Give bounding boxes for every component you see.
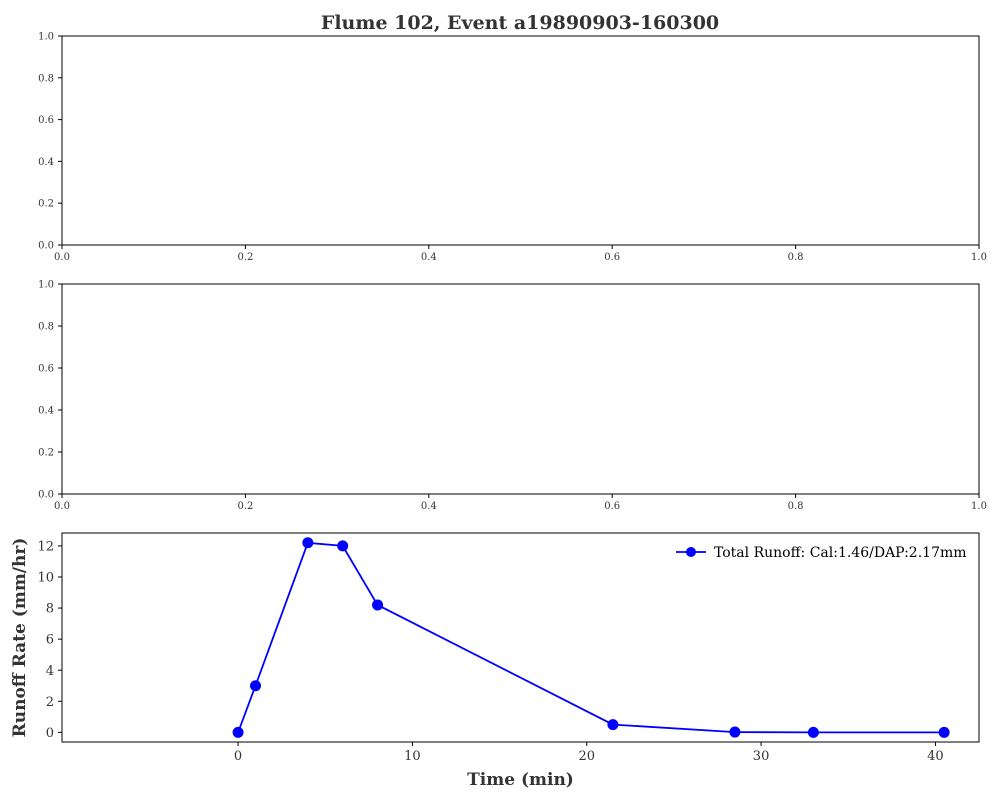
y-tick-label: 0.6 [38, 115, 54, 126]
x-tick-label: 0.4 [421, 501, 437, 512]
legend-marker [686, 547, 696, 557]
y-tick-label: 0.0 [38, 490, 54, 501]
data-point [250, 680, 262, 692]
chart-3: 0 10 20 30 40 0 2 4 6 8 10 12 Time (min) Runoff Rate … [10, 532, 980, 790]
plot-frame [61, 283, 980, 495]
data-point [729, 726, 741, 738]
data-point [337, 540, 349, 552]
x-tick-label: 10 [404, 749, 421, 764]
data-point [232, 726, 244, 738]
y-tick-label: 0.4 [38, 406, 54, 417]
x-tick-label: 0.2 [237, 501, 253, 512]
figure-title: Flume 102, Event a19890903-160300 [321, 12, 719, 34]
data-point [938, 726, 950, 738]
y-tick-label: 8 [46, 602, 54, 617]
chart-2: 0.0 0.2 0.4 0.6 0.8 1.0 0.0 0.2 0.4 0.6 0.8 1.0 [38, 280, 987, 513]
legend-label: Total Runoff: Cal:1.46/DAP:2.17mm [714, 545, 967, 561]
y-tick-label: 0.2 [38, 199, 54, 210]
x-axis-title: Time (min) [467, 770, 574, 790]
y-tick-label: 2 [46, 695, 54, 710]
y-tick-label: 0 [46, 726, 54, 741]
x-tick-label: 0.6 [604, 252, 620, 263]
y-tick-label: 1.0 [38, 280, 54, 291]
x-tick-label: 0 [234, 749, 242, 764]
y-tick-label: 10 [37, 571, 54, 586]
chart-1: 0.0 0.2 0.4 0.6 0.8 1.0 0.0 0.2 0.4 0.6 0.8 1.0 [38, 32, 987, 264]
x-tick-label: 0.2 [237, 252, 253, 263]
data-point [607, 719, 619, 731]
y-tick-label: 6 [46, 633, 54, 648]
x-tick-label: 0.0 [54, 252, 70, 263]
x-tick-label: 0.4 [421, 252, 437, 263]
x-tick-label: 0.8 [788, 252, 804, 263]
x-tick-label: 1.0 [971, 252, 987, 263]
y-axis-title: Runoff Rate (mm/hr) [10, 538, 30, 738]
x-tick-label: 1.0 [971, 501, 987, 512]
y-tick-label: 12 [37, 539, 54, 554]
data-point [302, 537, 314, 549]
x-tick-label: 40 [927, 749, 944, 764]
x-tick-label: 0.6 [604, 501, 620, 512]
y-tick-label: 0.8 [38, 73, 54, 84]
x-tick-label: 0.8 [788, 501, 804, 512]
y-tick-label: 0.2 [38, 448, 54, 459]
y-tick-label: 1.0 [38, 32, 54, 43]
x-tick-label: 0.0 [54, 501, 70, 512]
y-tick-label: 0.8 [38, 322, 54, 333]
y-tick-label: 0.0 [38, 241, 54, 252]
plot-frame [61, 35, 980, 246]
data-point [807, 726, 819, 738]
x-tick-label: 30 [753, 749, 770, 764]
y-tick-label: 4 [46, 664, 54, 679]
y-tick-label: 0.4 [38, 157, 54, 168]
data-point [372, 599, 384, 611]
series-line [237, 541, 945, 734]
y-tick-label: 0.6 [38, 364, 54, 375]
plot-frame [61, 532, 980, 743]
x-tick-label: 20 [578, 749, 595, 764]
